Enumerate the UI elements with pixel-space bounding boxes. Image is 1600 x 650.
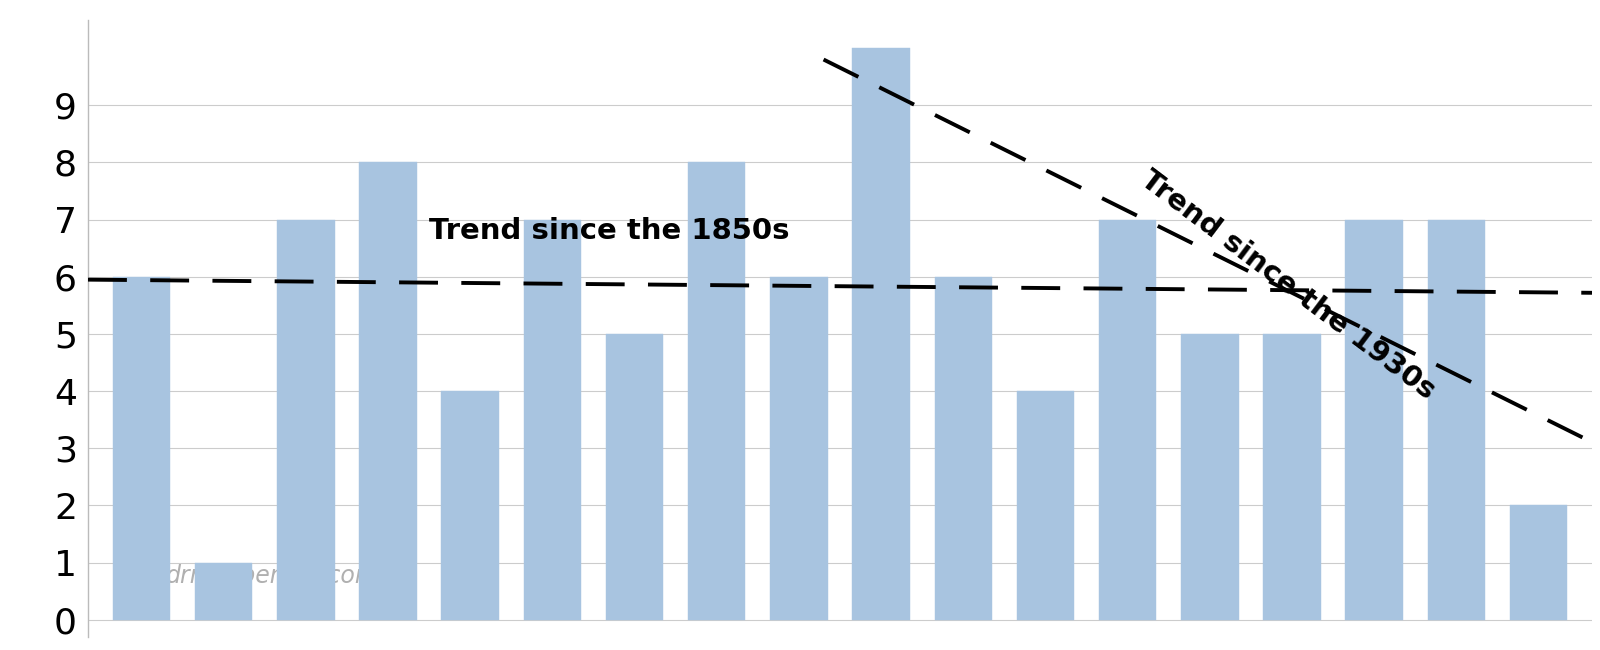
Bar: [606, 334, 664, 620]
Bar: [360, 162, 416, 620]
Bar: [770, 277, 827, 620]
Bar: [1016, 391, 1074, 620]
Bar: [1427, 220, 1485, 620]
Bar: [853, 48, 910, 620]
Text: Trend since the 1850s: Trend since the 1850s: [429, 217, 789, 245]
Bar: [1510, 506, 1568, 620]
Bar: [523, 220, 581, 620]
Bar: [1099, 220, 1157, 620]
Bar: [1264, 334, 1320, 620]
Bar: [195, 563, 253, 620]
Bar: [277, 220, 334, 620]
Text: Trend since the 1930s: Trend since the 1930s: [1136, 166, 1442, 406]
Bar: [688, 162, 746, 620]
Bar: [442, 391, 499, 620]
Text: drroyspencer.com: drroyspencer.com: [166, 564, 379, 588]
Bar: [1346, 220, 1403, 620]
Bar: [112, 277, 170, 620]
Bar: [934, 277, 992, 620]
Bar: [1181, 334, 1238, 620]
